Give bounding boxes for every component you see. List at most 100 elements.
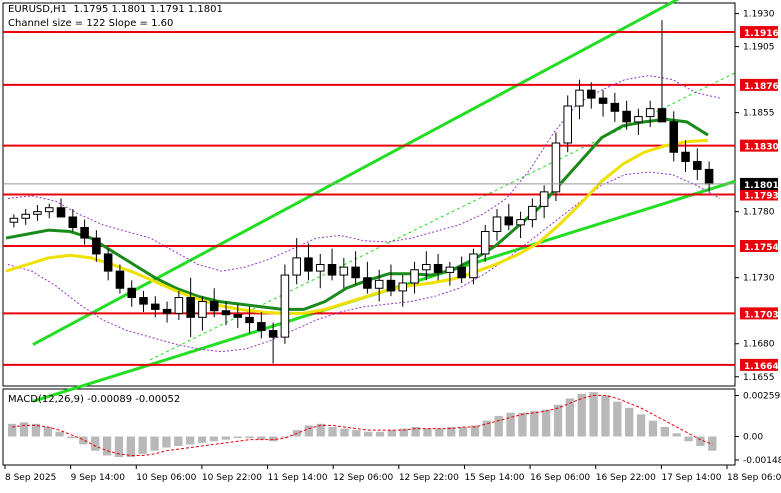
macd-bar-54 — [648, 420, 658, 437]
candle-body-44 — [528, 205, 537, 221]
time-tick-label-5: 12 Sep 06:00 — [333, 473, 393, 483]
level-tag-label-1: 1.1876 — [744, 82, 779, 92]
time-tick-label-10: 17 Sep 14:00 — [661, 473, 721, 483]
time-tick-label-11: 18 Sep 06:00 — [727, 473, 781, 483]
candle-body-58 — [693, 160, 702, 170]
candle-body-15 — [186, 297, 195, 318]
candle-body-12 — [151, 303, 160, 310]
level-tag-label-0: 1.1916 — [744, 29, 779, 39]
macd-bar-28 — [340, 428, 349, 437]
level-tag-4 — [740, 240, 778, 253]
level-tag-3 — [740, 188, 778, 201]
macd-bar-35 — [423, 428, 432, 437]
macd-bar-10 — [126, 436, 135, 458]
candle-body-56 — [669, 121, 679, 153]
candle-body-33 — [398, 282, 408, 292]
macd-tick-label-2: -0.00148 — [743, 456, 781, 466]
macd-bar-50 — [601, 395, 610, 437]
macd-bar-38 — [458, 427, 468, 437]
macd-bar-12 — [150, 436, 159, 451]
macd-bar-27 — [328, 427, 337, 437]
candle-body-6 — [80, 227, 89, 239]
candle-body-53 — [634, 116, 643, 123]
time-tick-label-9: 16 Sep 22:00 — [596, 473, 656, 483]
candle-body-47 — [563, 105, 572, 144]
candle-body-46 — [551, 142, 561, 193]
macd-bar-8 — [102, 436, 112, 456]
candle-body-30 — [363, 277, 372, 289]
candle-body-38 — [457, 266, 466, 279]
level-tag-label-2: 1.1830 — [744, 143, 779, 153]
candle-body-52 — [622, 110, 631, 123]
candle-body-2 — [33, 211, 42, 215]
candle-body-21 — [257, 322, 266, 332]
candle-body-7 — [92, 237, 101, 255]
candle-body-32 — [386, 279, 396, 292]
macd-bar-46 — [553, 404, 563, 437]
macd-bar-22 — [269, 436, 278, 442]
candle-body-59 — [704, 168, 714, 185]
candle-body-16 — [198, 300, 207, 318]
candle-body-9 — [115, 270, 125, 289]
candle-body-10 — [127, 287, 136, 299]
macd-bar-21 — [257, 436, 266, 440]
candle-body-36 — [433, 263, 443, 273]
symbol-header: EURUSD,H1 1.1795 1.1801 1.1791 1.1801 — [8, 4, 223, 15]
candle-body-23 — [280, 274, 290, 338]
macd-bar-59 — [708, 436, 717, 451]
candle-body-34 — [410, 269, 419, 284]
current-price-label: 1.1801 — [744, 181, 779, 191]
time-tick-label-3: 10 Sep 22:00 — [202, 473, 262, 483]
macd-bar-49 — [589, 392, 598, 437]
candle-body-27 — [327, 263, 337, 276]
candle-body-28 — [339, 266, 349, 276]
macd-bar-17 — [209, 436, 219, 442]
candle-body-35 — [422, 263, 431, 271]
macd-bar-23 — [280, 436, 290, 438]
macd-bar-15 — [186, 436, 195, 445]
price-tick-label-2: 1.1855 — [743, 109, 775, 119]
candle-body-51 — [610, 102, 620, 112]
time-tick-label-7: 15 Sep 14:00 — [464, 473, 524, 483]
macd-bar-52 — [625, 408, 634, 437]
macd-bar-48 — [577, 393, 586, 437]
candle-body-19 — [233, 314, 243, 318]
macd-bar-3 — [43, 427, 52, 437]
level-tag-label-5: 1.1703 — [744, 310, 779, 320]
envelope-lower — [7, 171, 721, 353]
price-tick-label-0: 1.1930 — [743, 10, 775, 20]
macd-bar-44 — [530, 411, 539, 437]
candle-body-24 — [292, 257, 301, 276]
candle-body-48 — [575, 89, 584, 107]
macd-header: MACD(12,26,9) -0.00089 -0.00052 — [8, 394, 181, 405]
candle-body-26 — [315, 263, 325, 272]
macd-bar-5 — [67, 436, 76, 439]
candle-body-42 — [504, 216, 514, 226]
macd-panel-frame — [2, 388, 736, 466]
macd-bar-6 — [79, 436, 88, 445]
candle-body-41 — [492, 216, 502, 232]
candle-body-39 — [469, 253, 478, 279]
macd-bar-25 — [304, 425, 313, 437]
macd-bar-4 — [55, 431, 64, 437]
channel-info: Channel size = 122 Slope = 1.60 — [8, 18, 174, 29]
level-tag-5 — [740, 307, 778, 320]
candle-body-17 — [209, 300, 219, 312]
time-tick-label-0: 8 Sep 2025 — [5, 473, 56, 483]
macd-bar-41 — [494, 415, 503, 437]
macd-bar-20 — [245, 436, 254, 439]
candle-body-40 — [480, 230, 490, 255]
macd-signal-line — [12, 394, 713, 456]
candle-body-8 — [103, 253, 113, 272]
macd-bar-30 — [364, 431, 373, 437]
macd-bar-11 — [138, 436, 147, 454]
macd-bar-57 — [684, 436, 693, 442]
price-tick-label-5: 1.1680 — [743, 340, 775, 350]
macd-bar-26 — [316, 423, 325, 437]
level-tag-6 — [740, 358, 778, 371]
macd-bar-13 — [162, 436, 171, 448]
candle-body-11 — [139, 297, 148, 305]
candle-body-3 — [44, 207, 54, 213]
